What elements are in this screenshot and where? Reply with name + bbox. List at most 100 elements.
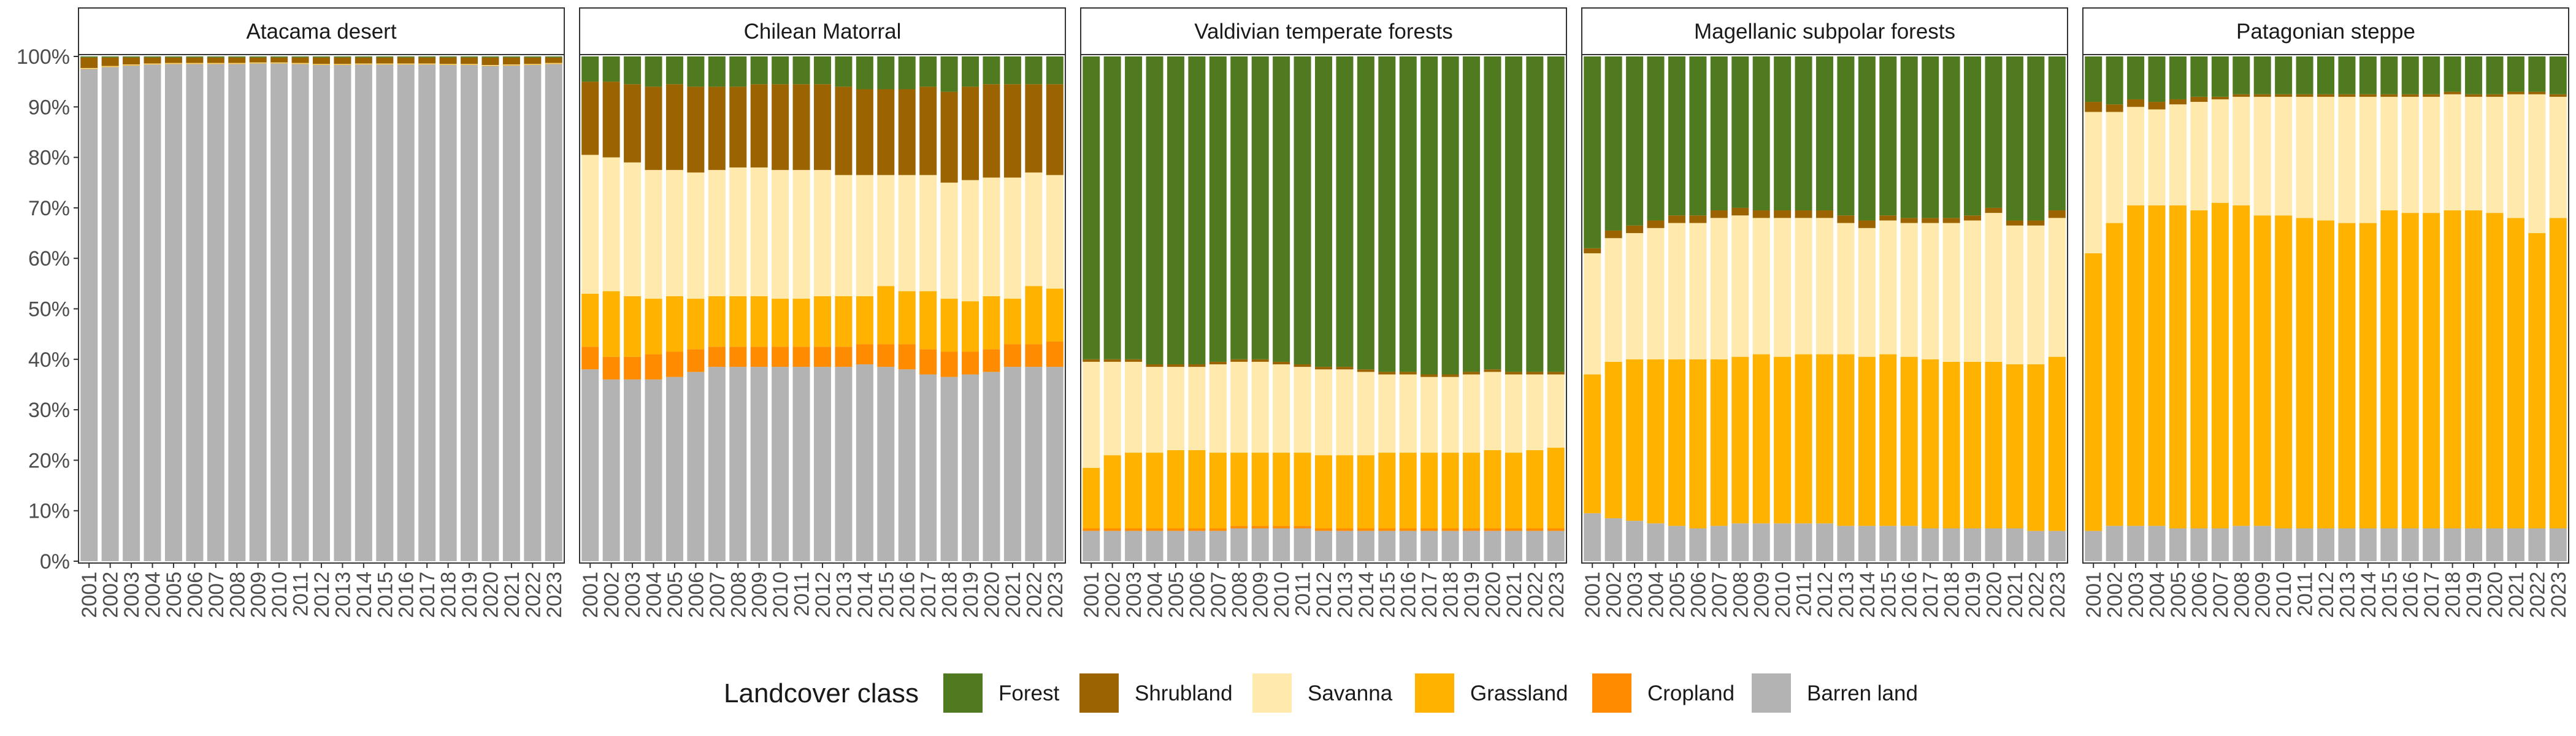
- bar-segment: [665, 170, 683, 296]
- x-tick-label: 2017: [1919, 572, 1942, 618]
- x-tick-label: 2011: [791, 572, 814, 616]
- x-tick-label: 2017: [2420, 572, 2444, 618]
- bar-segment: [101, 57, 119, 66]
- bar-segment: [1083, 56, 1100, 359]
- y-tick-label: 30%: [28, 399, 70, 422]
- bar-segment: [1230, 359, 1248, 362]
- bar-segment: [2190, 96, 2208, 102]
- x-tick-label: 2012: [1814, 572, 1837, 618]
- x-tick-label: 2019: [458, 572, 481, 618]
- x-tick-label: 2020: [980, 572, 1003, 618]
- bar-segment: [2275, 528, 2293, 561]
- bar-segment: [1273, 56, 1290, 362]
- x-tick-label: 2008: [1729, 572, 1752, 618]
- bar-segment: [418, 64, 436, 562]
- bar-segment: [186, 64, 204, 562]
- x-tick-label: 2016: [2399, 572, 2423, 618]
- bar-segment: [1025, 56, 1043, 85]
- bar-segment: [186, 63, 204, 64]
- bar-segment: [1879, 526, 1897, 561]
- bar-segment: [1626, 359, 1644, 521]
- bar-segment: [2423, 94, 2440, 97]
- bar-segment: [687, 172, 705, 299]
- bar-segment: [581, 56, 599, 82]
- bar-segment: [1484, 369, 1501, 372]
- bar-segment: [1420, 531, 1438, 561]
- bar-segment: [1463, 453, 1481, 529]
- bar-segment: [2169, 104, 2187, 205]
- bar-segment: [524, 57, 542, 64]
- bar-segment: [772, 84, 789, 171]
- x-tick-label: 2007: [205, 572, 228, 618]
- x-tick-label: 2014: [1856, 572, 1879, 618]
- bar-segment: [2465, 210, 2483, 529]
- bar-segment: [1420, 453, 1438, 529]
- bar-segment: [1357, 56, 1374, 370]
- bar-segment: [1230, 528, 1248, 561]
- x-tick-label: 2018: [938, 572, 962, 618]
- bar-segment: [270, 63, 288, 562]
- bar-segment: [2106, 56, 2123, 105]
- bar-segment: [1547, 56, 1565, 372]
- bar-segment: [1837, 354, 1855, 526]
- legend-swatch: [1592, 673, 1631, 713]
- bar-segment: [1752, 56, 1770, 211]
- bar-segment: [502, 57, 520, 65]
- bar-segment: [2253, 56, 2271, 94]
- bar-segment: [1689, 56, 1707, 216]
- bar-segment: [1188, 56, 1206, 365]
- bar-segment: [792, 84, 810, 171]
- bar-segment: [1251, 359, 1269, 362]
- bar-segment: [687, 299, 705, 350]
- bar-segment: [2401, 56, 2419, 94]
- bar-segment: [1103, 455, 1121, 529]
- x-tick-label: 2016: [896, 572, 919, 618]
- bar-segment: [291, 64, 309, 562]
- x-tick-label: 2010: [1771, 572, 1795, 618]
- bar-segment: [1125, 56, 1143, 359]
- bar-segment: [814, 56, 831, 85]
- legend-label: Forest: [999, 681, 1059, 705]
- bar-segment: [1922, 56, 1939, 218]
- bar-segment: [2549, 218, 2567, 529]
- bar-segment: [1858, 526, 1876, 561]
- bar-segment: [1336, 56, 1354, 367]
- bar-segment: [1315, 455, 1332, 529]
- legend: Landcover class Forest Shrubland Savanna Gra…: [724, 673, 1918, 713]
- bar-segment: [1083, 531, 1100, 561]
- bar-segment: [1441, 377, 1459, 453]
- x-tick-label: 2006: [183, 572, 207, 618]
- bar-segment: [1167, 364, 1184, 367]
- bar-segment: [814, 367, 831, 561]
- bar-segment: [2169, 528, 2187, 561]
- chart-panels: 0% 10% 20% 30% 40% 50% 60% 70% 80% 90% 100% Atacama…: [17, 7, 2570, 618]
- bar-segment: [1230, 361, 1248, 453]
- bar-segment: [418, 56, 436, 58]
- bar-segment: [418, 57, 436, 64]
- bar-segment: [645, 86, 662, 171]
- bar-segment: [772, 56, 789, 85]
- bar-segment: [708, 86, 726, 171]
- bar-segment: [334, 56, 351, 58]
- bar-segment: [1167, 367, 1184, 450]
- bar-segment: [1752, 523, 1770, 561]
- bar-segment: [1273, 528, 1290, 561]
- bar-segment: [2275, 96, 2293, 216]
- bar-segment: [228, 63, 246, 64]
- bar-segment: [1710, 210, 1728, 218]
- x-tick-label: 2006: [1687, 572, 1710, 618]
- legend-item: Savanna: [1252, 673, 1393, 713]
- bar-segment: [2233, 205, 2250, 526]
- bar-segment: [1103, 531, 1121, 561]
- bar-segment: [940, 182, 958, 299]
- bar-segment: [1463, 531, 1481, 561]
- bar-segment: [1942, 56, 1960, 218]
- x-tick-label: 2009: [748, 572, 772, 618]
- bar-segment: [1626, 56, 1644, 226]
- bar-segment: [1273, 361, 1290, 365]
- bar-segment: [877, 286, 895, 345]
- bar-segment: [2027, 531, 2045, 561]
- bar-segment: [2027, 364, 2045, 531]
- x-tick-label: 2014: [353, 572, 376, 618]
- bar-segment: [856, 344, 873, 365]
